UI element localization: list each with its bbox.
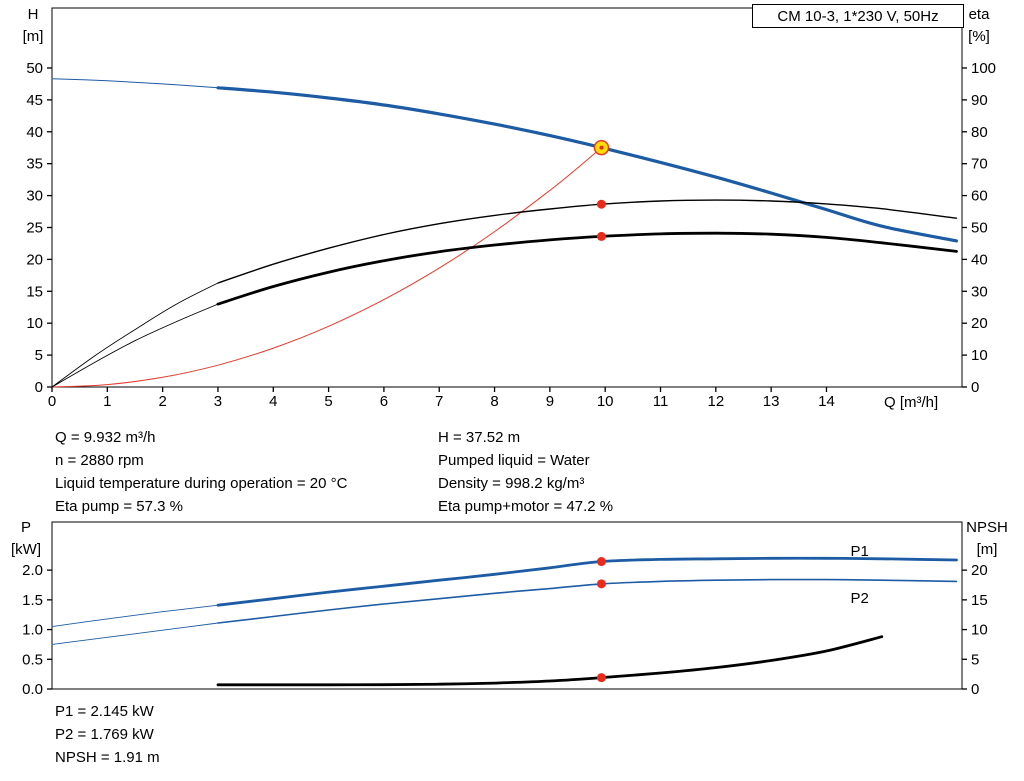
- svg-text:3: 3: [214, 393, 222, 410]
- eta-axis-unit: [%]: [968, 28, 990, 45]
- power-npsh-chart: 0.0 0.5 1.0 1.5 2.0 0 5 10 15 20 P1 P2: [22, 521, 988, 698]
- svg-text:0: 0: [48, 393, 56, 410]
- svg-text:30: 30: [971, 283, 988, 300]
- svg-text:0.5: 0.5: [22, 651, 43, 668]
- svg-text:70: 70: [971, 156, 988, 173]
- svg-text:20: 20: [971, 562, 988, 579]
- svg-text:90: 90: [971, 92, 988, 109]
- power-info-column: P1 = 2.145 kW P2 = 1.769 kW NPSH = 1.91 …: [55, 700, 160, 769]
- info-line-eta-pump-motor: Eta pump+motor = 47.2 %: [438, 498, 614, 515]
- duty-info-left-column: Q = 9.932 m³/h n = 2880 rpm Liquid tempe…: [55, 426, 347, 518]
- svg-text:0: 0: [971, 379, 979, 396]
- svg-text:14: 14: [818, 393, 835, 410]
- svg-text:P2: P2: [850, 590, 868, 607]
- svg-text:9: 9: [546, 393, 554, 410]
- svg-text:20: 20: [971, 315, 988, 332]
- svg-text:0: 0: [35, 379, 43, 396]
- svg-text:45: 45: [26, 92, 43, 109]
- svg-text:50: 50: [26, 60, 43, 77]
- info-line-q: Q = 9.932 m³/h: [55, 429, 156, 446]
- svg-text:30: 30: [26, 188, 43, 205]
- svg-text:6: 6: [380, 393, 388, 410]
- svg-text:2.0: 2.0: [22, 562, 43, 579]
- svg-text:0: 0: [971, 681, 979, 698]
- svg-text:5: 5: [324, 393, 332, 410]
- info-line-pumped-liquid: Pumped liquid = Water: [438, 452, 590, 469]
- svg-text:2: 2: [158, 393, 166, 410]
- svg-text:80: 80: [971, 124, 988, 141]
- svg-text:0.0: 0.0: [22, 681, 43, 698]
- h-axis-label: H [m]: [13, 4, 53, 48]
- info-line-speed: n = 2880 rpm: [55, 452, 144, 469]
- h-axis-symbol: H: [27, 6, 39, 23]
- svg-text:20: 20: [26, 251, 43, 268]
- svg-text:15: 15: [971, 592, 988, 609]
- eta-axis-symbol: eta: [968, 6, 990, 23]
- svg-text:10: 10: [597, 393, 614, 410]
- svg-text:100: 100: [971, 60, 996, 77]
- info-line-p1: P1 = 2.145 kW: [55, 703, 154, 720]
- info-line-npsh: NPSH = 1.91 m: [55, 749, 160, 766]
- h-axis-unit: [m]: [22, 28, 44, 45]
- info-line-p2: P2 = 1.769 kW: [55, 726, 154, 743]
- q-axis-label: Q [m³/h]: [884, 394, 939, 411]
- svg-text:11: 11: [653, 393, 669, 410]
- svg-text:13: 13: [763, 393, 780, 410]
- svg-text:4: 4: [269, 393, 277, 410]
- svg-text:5: 5: [971, 651, 979, 668]
- svg-text:12: 12: [707, 393, 724, 410]
- info-line-density: Density = 998.2 kg/m³: [438, 475, 585, 492]
- p-axis-unit: [kW]: [11, 541, 41, 558]
- svg-text:1.0: 1.0: [22, 622, 43, 639]
- svg-text:50: 50: [971, 219, 988, 236]
- duty-info-right-column: H = 37.52 m Pumped liquid = Water Densit…: [438, 426, 613, 518]
- svg-text:8: 8: [490, 393, 498, 410]
- eta-axis-label: eta [%]: [956, 4, 1002, 48]
- pump-model-title-box: CM 10-3, 1*230 V, 50Hz: [752, 4, 964, 28]
- svg-text:15: 15: [26, 283, 43, 300]
- info-line-eta-pump: Eta pump = 57.3 %: [55, 498, 183, 515]
- svg-text:25: 25: [26, 219, 43, 236]
- svg-text:10: 10: [971, 347, 988, 364]
- svg-text:10: 10: [26, 315, 43, 332]
- svg-text:40: 40: [26, 124, 43, 141]
- svg-text:40: 40: [971, 251, 988, 268]
- svg-text:10: 10: [971, 622, 988, 639]
- npsh-axis-symbol: NPSH: [966, 519, 1008, 536]
- svg-text:1.5: 1.5: [22, 592, 43, 609]
- svg-text:P1: P1: [850, 543, 868, 560]
- p-axis-symbol: P: [20, 519, 31, 536]
- p-axis-label: P [kW]: [3, 517, 49, 561]
- svg-text:35: 35: [26, 156, 43, 173]
- npsh-axis-label: NPSH [m]: [954, 517, 1020, 561]
- svg-text:1: 1: [103, 393, 111, 410]
- svg-text:5: 5: [35, 347, 43, 364]
- info-line-h: H = 37.52 m: [438, 429, 521, 446]
- svg-text:7: 7: [435, 393, 443, 410]
- npsh-axis-unit: [m]: [976, 541, 998, 558]
- svg-text:60: 60: [971, 188, 988, 205]
- info-line-liquid-temp: Liquid temperature during operation = 20…: [55, 475, 348, 492]
- hq-eta-chart: 0510152025303540455001020304050607080901…: [26, 7, 996, 410]
